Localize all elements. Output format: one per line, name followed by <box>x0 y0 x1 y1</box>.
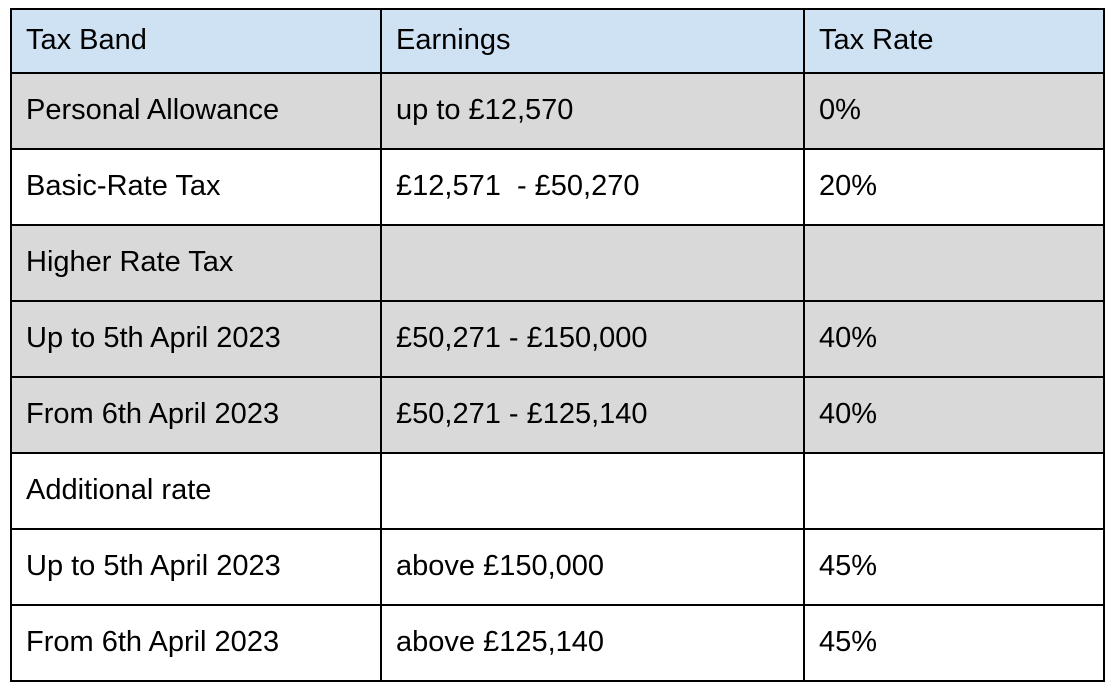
tax-rate-cell: 40% <box>803 376 1105 454</box>
tax-rate-cell <box>803 452 1105 530</box>
table-row-basic-rate: Basic-Rate Tax £12,571 - £50,270 20% <box>10 148 1105 226</box>
table-row-higher-rate-section: Higher Rate Tax <box>10 224 1105 302</box>
tax-band-cell: Personal Allowance <box>10 72 382 150</box>
earnings-cell <box>380 224 805 302</box>
table-row-additional-rate-from-2023: From 6th April 2023 above £125,140 45% <box>10 604 1105 682</box>
table-row-higher-rate-until-2023: Up to 5th April 2023 £50,271 - £150,000 … <box>10 300 1105 378</box>
header-row: Tax Band Earnings Tax Rate <box>10 8 1105 74</box>
table-row-additional-rate-until-2023: Up to 5th April 2023 above £150,000 45% <box>10 528 1105 606</box>
earnings-cell: £50,271 - £150,000 <box>380 300 805 378</box>
column-header-earnings: Earnings <box>380 8 805 74</box>
tax-band-cell: Additional rate <box>10 452 382 530</box>
tax-rate-cell: 0% <box>803 72 1105 150</box>
tax-rate-cell <box>803 224 1105 302</box>
tax-rate-cell: 20% <box>803 148 1105 226</box>
tax-bands-table: Tax Band Earnings Tax Rate Personal Allo… <box>10 8 1105 682</box>
earnings-cell: £12,571 - £50,270 <box>380 148 805 226</box>
tax-band-cell: Up to 5th April 2023 <box>10 300 382 378</box>
table-row-personal-allowance: Personal Allowance up to £12,570 0% <box>10 72 1105 150</box>
tax-rate-cell: 45% <box>803 528 1105 606</box>
tax-band-cell: Up to 5th April 2023 <box>10 528 382 606</box>
tax-band-cell: Basic-Rate Tax <box>10 148 382 226</box>
earnings-cell: up to £12,570 <box>380 72 805 150</box>
tax-rate-cell: 45% <box>803 604 1105 682</box>
column-header-tax-rate: Tax Rate <box>803 8 1105 74</box>
table-row-higher-rate-from-2023: From 6th April 2023 £50,271 - £125,140 4… <box>10 376 1105 454</box>
earnings-cell: £50,271 - £125,140 <box>380 376 805 454</box>
column-header-tax-band: Tax Band <box>10 8 382 74</box>
earnings-cell: above £150,000 <box>380 528 805 606</box>
table-row-additional-rate-section: Additional rate <box>10 452 1105 530</box>
tax-rate-cell: 40% <box>803 300 1105 378</box>
earnings-cell: above £125,140 <box>380 604 805 682</box>
tax-band-cell: From 6th April 2023 <box>10 376 382 454</box>
tax-band-cell: From 6th April 2023 <box>10 604 382 682</box>
earnings-cell <box>380 452 805 530</box>
tax-band-cell: Higher Rate Tax <box>10 224 382 302</box>
